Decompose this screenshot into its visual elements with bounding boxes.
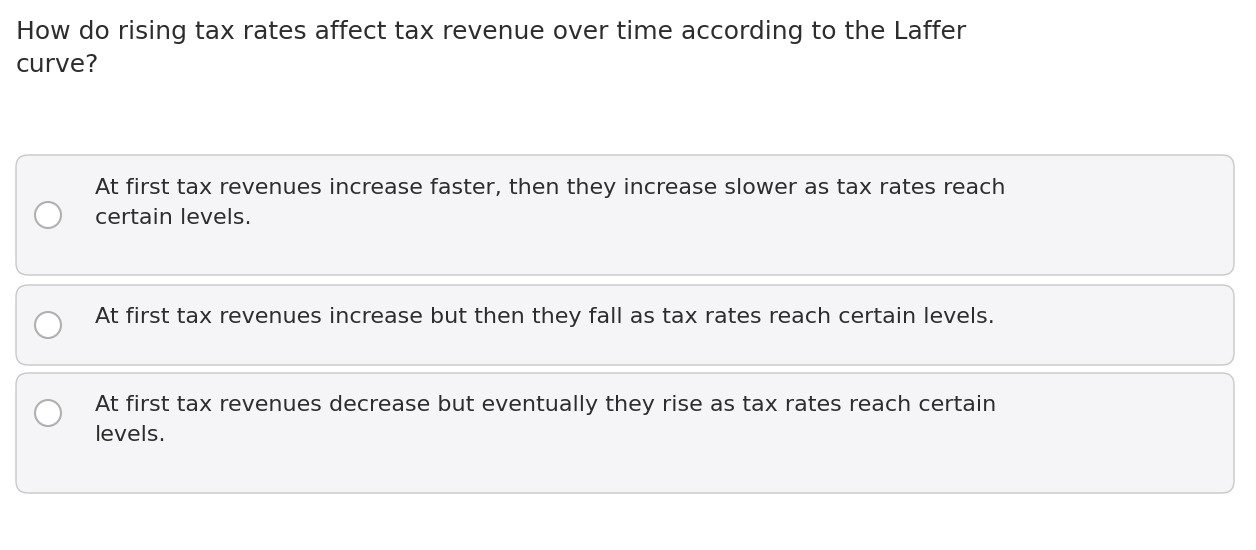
FancyBboxPatch shape (16, 155, 1233, 275)
Text: How do rising tax rates affect tax revenue over time according to the Laffer
cur: How do rising tax rates affect tax reven… (16, 20, 966, 78)
FancyBboxPatch shape (16, 373, 1233, 493)
Text: At first tax revenues increase but then they fall as tax rates reach certain lev: At first tax revenues increase but then … (95, 307, 995, 327)
Ellipse shape (35, 400, 62, 426)
Text: At first tax revenues decrease but eventually they rise as tax rates reach certa: At first tax revenues decrease but event… (95, 395, 996, 444)
Ellipse shape (35, 202, 62, 228)
Text: At first tax revenues increase faster, then they increase slower as tax rates re: At first tax revenues increase faster, t… (95, 178, 1006, 228)
Ellipse shape (35, 312, 62, 338)
FancyBboxPatch shape (16, 285, 1233, 365)
